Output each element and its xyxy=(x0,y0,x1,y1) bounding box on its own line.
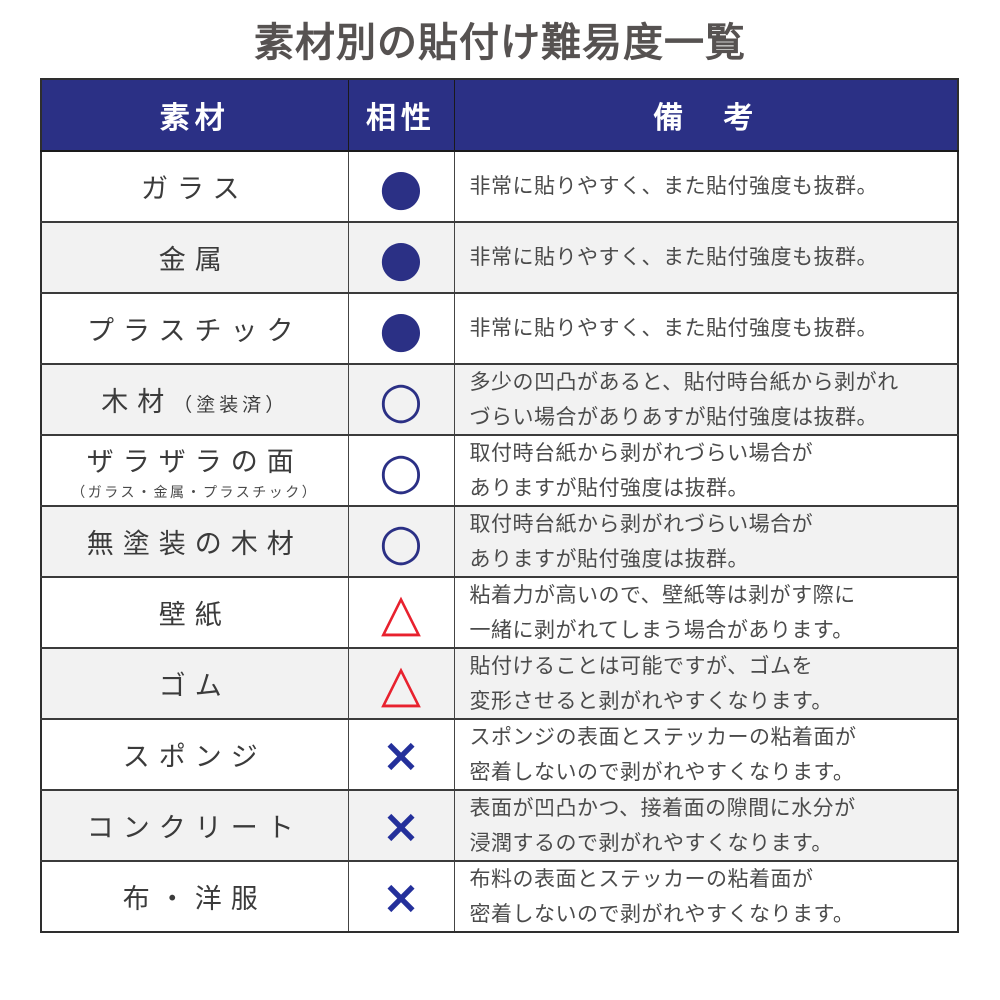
remark-text: 非常に貼りやすく、また貼付強度も抜群。 xyxy=(469,174,878,199)
table-row: 壁紙 △ 粘着力が高いので、壁紙等は剥がす際に 一緒に剥がれてしまう場合がありま… xyxy=(41,576,958,648)
table-row: 無塗装の木材 ○ 取付時台紙から剥がれづらい場合が ありますが貼付強度は抜群。 xyxy=(41,505,958,577)
filled-circle-icon: ● xyxy=(379,299,423,358)
table-row: ザラザラの面 （ガラス・金属・プラスチック） ○ 取付時台紙から剥がれづらい場合が… xyxy=(41,434,958,506)
remark-text: 表面が凹凸かつ、接着面の隙間に水分が 浸潤するので剥がれやすくなります。 xyxy=(469,796,856,855)
material-label: ガラス xyxy=(141,174,249,205)
cross-icon: × xyxy=(381,727,421,782)
cross-icon: × xyxy=(381,869,421,924)
open-circle-icon: ○ xyxy=(379,512,423,571)
table-row: 布・洋服 × 布料の表面とステッカーの粘着面が 密着しないので剥がれやすくなりま… xyxy=(41,860,958,932)
header-compatibility: 相性 xyxy=(347,79,454,152)
material-label: コンクリート xyxy=(86,813,303,844)
difficulty-table: 素材 相性 備 考 ガラス ● 非常に貼りやすく、また貼付強度も抜群。 金属 ●… xyxy=(40,78,959,933)
remark-text: 取付時台紙から剥がれづらい場合が ありますが貼付強度は抜群。 xyxy=(469,512,814,571)
table-row: コンクリート × 表面が凹凸かつ、接着面の隙間に水分が 浸潤するので剥がれやすく… xyxy=(41,789,958,861)
filled-circle-icon: ● xyxy=(379,157,423,216)
material-label: 壁紙 xyxy=(158,600,231,631)
table-row: ガラス ● 非常に貼りやすく、また貼付強度も抜群。 xyxy=(41,150,958,222)
remark-text: 非常に貼りやすく、また貼付強度も抜群。 xyxy=(469,245,878,270)
triangle-icon: △ xyxy=(381,582,421,643)
remark-text: 非常に貼りやすく、また貼付強度も抜群。 xyxy=(469,316,878,341)
remark-text: 多少の凹凸があると、貼付時台紙から剥がれ づらい場合がありあすが貼付強度は抜群。 xyxy=(469,370,899,429)
remark-text: スポンジの表面とステッカーの粘着面が 密着しないので剥がれやすくなります。 xyxy=(469,725,857,784)
table-row: ゴム △ 貼付けることは可能ですが、ゴムを 変形させると剥がれやすくなります。 xyxy=(41,647,958,719)
remark-text: 粘着力が高いので、壁紙等は剥がす際に 一緒に剥がれてしまう場合があります。 xyxy=(469,583,856,642)
material-label: ザラザラの面 xyxy=(86,446,303,478)
cross-icon: × xyxy=(381,798,421,853)
remark-text: 取付時台紙から剥がれづらい場合が ありますが貼付強度は抜群。 xyxy=(469,441,814,500)
page-title: 素材別の貼付け難易度一覧 xyxy=(254,20,746,66)
material-label: プラスチック xyxy=(87,316,303,347)
material-label: 布・洋服 xyxy=(122,884,267,915)
material-label: 木材 xyxy=(101,387,174,418)
table-header-row: 素材 相性 備 考 xyxy=(41,79,958,152)
table-row: 金属 ● 非常に貼りやすく、また貼付強度も抜群。 xyxy=(41,221,958,293)
material-label: 金属 xyxy=(158,245,231,276)
open-circle-icon: ○ xyxy=(379,370,423,429)
material-label: 無塗装の木材 xyxy=(86,529,303,560)
material-label: スポンジ xyxy=(122,742,267,773)
material-label: ゴム xyxy=(158,671,231,702)
material-sublabel: （ガラス・金属・プラスチック） xyxy=(71,484,319,501)
open-circle-icon: ○ xyxy=(379,441,423,500)
remark-text: 布料の表面とステッカーの粘着面が 密着しないので剥がれやすくなります。 xyxy=(469,867,855,926)
remark-text: 貼付けることは可能ですが、ゴムを 変形させると剥がれやすくなります。 xyxy=(469,654,833,713)
table-row: プラスチック ● 非常に貼りやすく、また貼付強度も抜群。 xyxy=(41,292,958,364)
material-suffix-label: （塗装済） xyxy=(173,394,289,416)
header-remarks: 備 考 xyxy=(453,79,958,152)
table-row: 木材（塗装済） ○ 多少の凹凸があると、貼付時台紙から剥がれ づらい場合がありあ… xyxy=(41,363,958,435)
filled-circle-icon: ● xyxy=(379,228,423,287)
triangle-icon: △ xyxy=(381,653,421,714)
header-material: 素材 xyxy=(41,79,348,152)
table-row: スポンジ × スポンジの表面とステッカーの粘着面が 密着しないので剥がれやすくな… xyxy=(41,718,958,790)
